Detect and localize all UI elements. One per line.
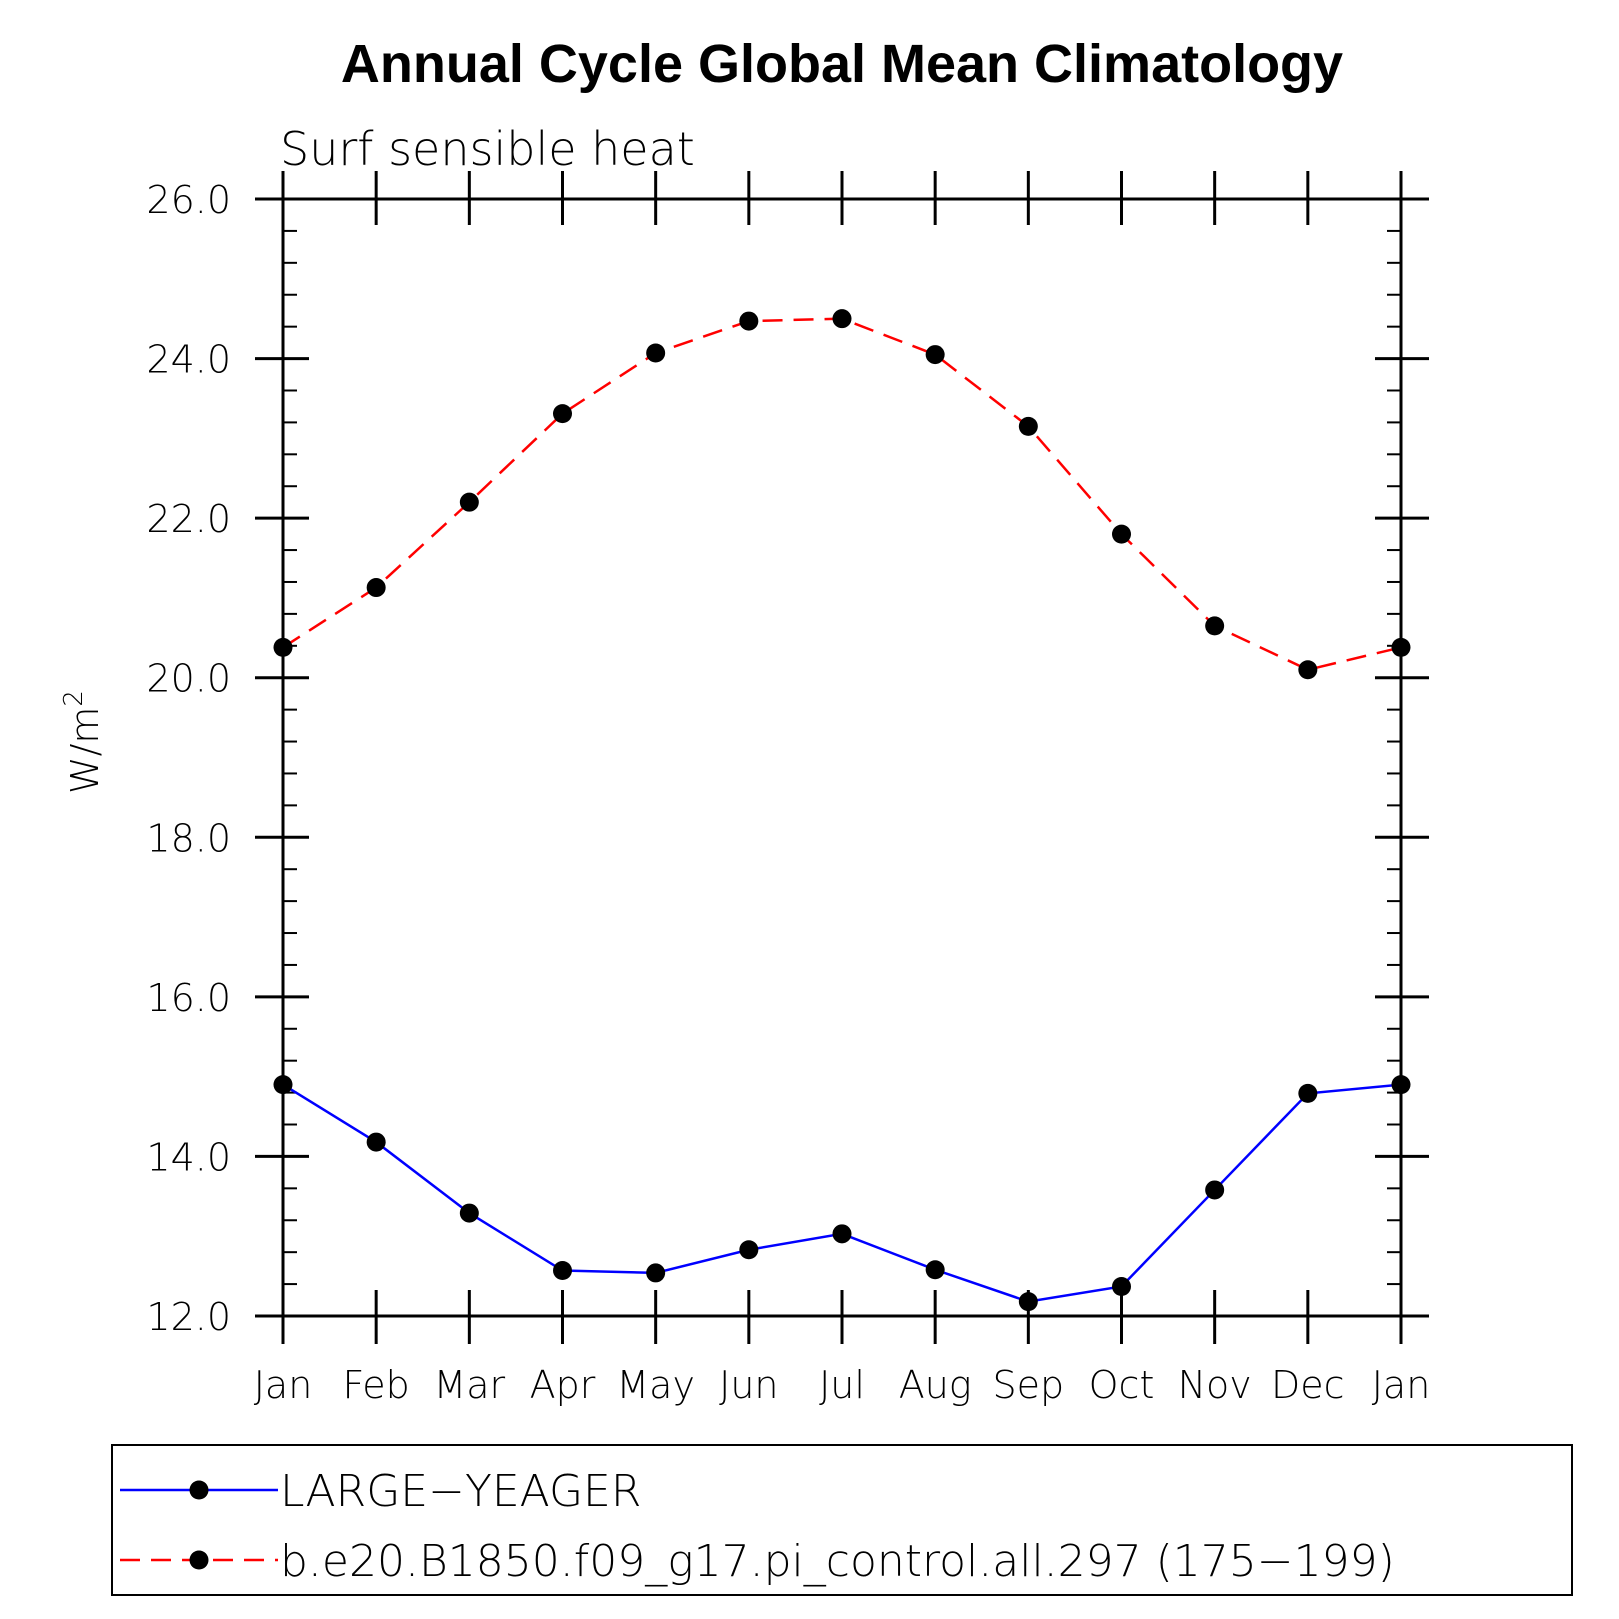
x-tick-label: Oct xyxy=(1089,1363,1155,1407)
series-1-point xyxy=(273,637,293,657)
series-0-point xyxy=(1205,1180,1225,1200)
series-0-point xyxy=(459,1203,479,1223)
x-tick-label: Nov xyxy=(1178,1363,1252,1407)
x-tick-label: Jun xyxy=(719,1363,778,1407)
chart-title: Annual Cycle Global Mean Climatology xyxy=(341,34,1343,94)
series-1-point xyxy=(1205,616,1225,636)
y-axis-label-text: W/m xyxy=(63,707,107,794)
x-tick-label: Apr xyxy=(530,1363,596,1407)
series-1-point xyxy=(1391,637,1411,657)
legend-label-1: b.e20.B1850.f09_g17.pi_control.all.297 (… xyxy=(280,1536,1395,1587)
series-1-point xyxy=(646,343,666,363)
series-1-point xyxy=(1018,416,1038,436)
y-tick-label: 16.0 xyxy=(146,976,231,1020)
legend-label-0: LARGE−YEAGER xyxy=(280,1466,641,1517)
series-1-point xyxy=(366,578,386,598)
series-0-point xyxy=(739,1240,759,1260)
series-0-point xyxy=(366,1132,386,1152)
y-tick-labels: 12.0 14.0 16.0 18.0 20.0 22.0 24.0 26.0 xyxy=(146,178,231,1339)
legend-marker-0 xyxy=(189,1480,209,1500)
legend: LARGE−YEAGER b.e20.B1850.f09_g17.pi_contr… xyxy=(111,1444,1573,1596)
x-tick-label: Jul xyxy=(819,1363,865,1407)
x-tick-labels: Jan Feb Mar Apr May Jun Jul Aug Sep Oct Nov Dec Jan xyxy=(254,1363,1431,1407)
svg-text:W/m2: W/m2 xyxy=(59,690,107,794)
series-1-point xyxy=(925,345,945,365)
x-tick-label: Jan xyxy=(254,1363,313,1407)
legend-box xyxy=(111,1444,1573,1596)
tick-marks xyxy=(255,171,1429,1344)
series-0-point xyxy=(832,1224,852,1244)
series-1-point xyxy=(832,309,852,329)
legend-marker-1 xyxy=(189,1550,209,1570)
y-tick-label: 20.0 xyxy=(146,657,231,701)
series-0-point xyxy=(273,1075,293,1095)
series-0-point xyxy=(1391,1075,1411,1095)
series-1-point xyxy=(459,492,479,512)
series-0-point xyxy=(1112,1276,1131,1296)
series-1-point xyxy=(553,404,572,424)
chart-subtitle: Surf sensible heat xyxy=(280,122,695,176)
plot-frame xyxy=(281,197,1403,1318)
series-1-point xyxy=(1112,524,1131,544)
x-tick-label: May xyxy=(616,1363,695,1407)
y-axis-label-superscript: 2 xyxy=(59,690,89,707)
y-axis-label: W/m2 xyxy=(59,690,107,794)
y-tick-label: 18.0 xyxy=(146,816,231,860)
series-line-0 xyxy=(282,1083,1402,1303)
series-0-point xyxy=(553,1261,572,1281)
x-tick-label: Aug xyxy=(899,1363,972,1407)
y-tick-label: 12.0 xyxy=(146,1295,231,1339)
series-0-point xyxy=(925,1260,945,1280)
x-tick-label: Jan xyxy=(1372,1363,1431,1407)
series-1-point xyxy=(1298,660,1318,680)
x-tick-label: Dec xyxy=(1271,1363,1345,1407)
y-tick-label: 24.0 xyxy=(146,338,231,382)
x-tick-label: Mar xyxy=(433,1363,505,1407)
series-line-1 xyxy=(282,317,1402,672)
series-1-point xyxy=(739,311,759,331)
y-tick-label: 26.0 xyxy=(146,178,231,222)
series-0-point xyxy=(1018,1292,1038,1312)
series-0-point xyxy=(646,1263,666,1283)
y-tick-label: 14.0 xyxy=(146,1135,231,1179)
legend-entries: LARGE−YEAGER b.e20.B1850.f09_g17.pi_contr… xyxy=(120,1466,1395,1587)
series-0-point xyxy=(1298,1083,1318,1103)
y-tick-label: 22.0 xyxy=(146,497,231,541)
x-tick-label: Sep xyxy=(993,1363,1065,1407)
series-layer xyxy=(273,309,1411,1312)
x-tick-label: Feb xyxy=(343,1363,410,1407)
